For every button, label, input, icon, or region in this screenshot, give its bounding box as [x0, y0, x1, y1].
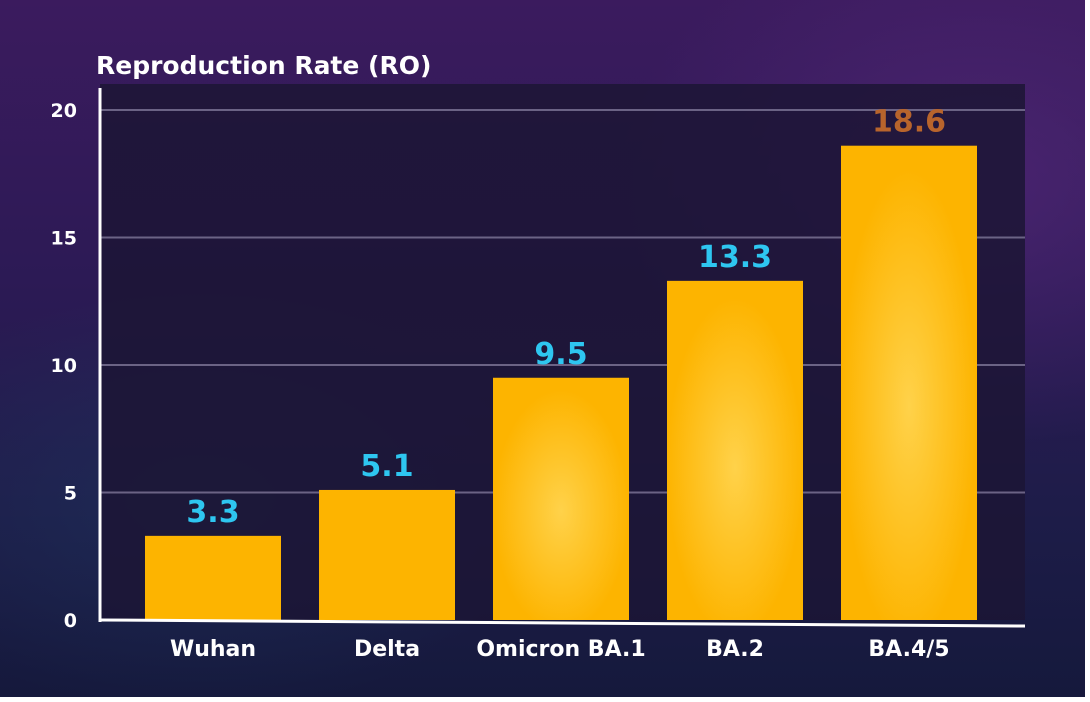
bars [145, 145, 977, 620]
bar-wuhan [145, 535, 281, 620]
bar-ba-4-5 [841, 145, 977, 620]
value-label: 18.6 [872, 105, 946, 140]
value-labels: 3.3 5.1 9.5 13.3 18.6 [186, 105, 946, 530]
y-tick-label: 0 [64, 610, 77, 632]
y-tick-label: 20 [51, 100, 77, 122]
x-tick-label: BA.4/5 [868, 637, 949, 662]
value-label: 3.3 [186, 495, 239, 530]
bar-delta [319, 489, 455, 620]
x-tick-label: Omicron BA.1 [476, 637, 645, 662]
x-axis-line [99, 618, 1026, 628]
bar-ba-2 [667, 280, 803, 620]
value-label: 13.3 [698, 240, 772, 275]
x-axis-ticks: Wuhan Delta Omicron BA.1 BA.2 BA.4/5 [170, 637, 950, 662]
y-axis-ticks: 0 5 10 15 20 [51, 100, 77, 632]
y-tick-label: 15 [51, 228, 77, 250]
x-tick-label: Wuhan [170, 637, 256, 662]
value-label: 5.1 [360, 449, 413, 484]
x-tick-label: Delta [354, 637, 420, 662]
chart-title: Reproduction Rate (RO) [96, 51, 431, 80]
x-tick-label: BA.2 [706, 637, 764, 662]
y-tick-label: 10 [51, 355, 77, 377]
y-tick-label: 5 [64, 483, 77, 505]
bar-omicron-ba-1 [493, 377, 629, 620]
value-label: 9.5 [534, 337, 587, 372]
